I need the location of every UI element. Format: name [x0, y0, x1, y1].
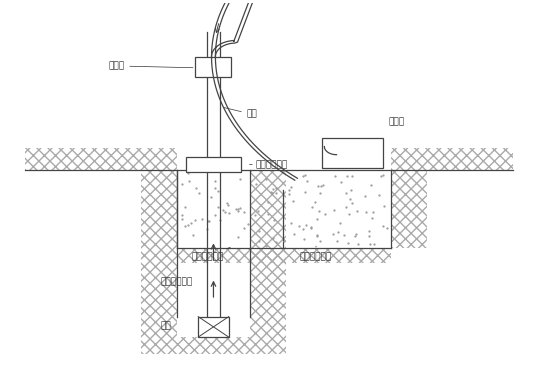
Bar	[186, 157, 241, 172]
Text: 泥浆泵: 泥浆泵	[388, 117, 404, 126]
Text: 钒机回转装置: 钒机回转装置	[250, 160, 287, 169]
Bar	[250, 170, 286, 337]
Bar	[321, 138, 382, 168]
Bar	[198, 317, 228, 337]
Text: 泥浆循环方向: 泥浆循环方向	[161, 277, 193, 286]
Bar	[391, 170, 427, 248]
Bar	[141, 170, 178, 337]
Text: 泥浆池及泥浆: 泥浆池及泥浆	[300, 246, 332, 262]
Bar	[178, 248, 391, 263]
Text: 钒头: 钒头	[161, 322, 171, 330]
Bar	[391, 148, 513, 170]
Bar	[141, 337, 286, 354]
Text: 沉淤池及沉淤: 沉淤池及沉淤	[192, 247, 230, 262]
Bar	[25, 148, 178, 170]
Bar	[195, 57, 231, 77]
Text: 钒杆: 钒杆	[223, 107, 258, 119]
Text: 水龙头: 水龙头	[108, 61, 193, 70]
